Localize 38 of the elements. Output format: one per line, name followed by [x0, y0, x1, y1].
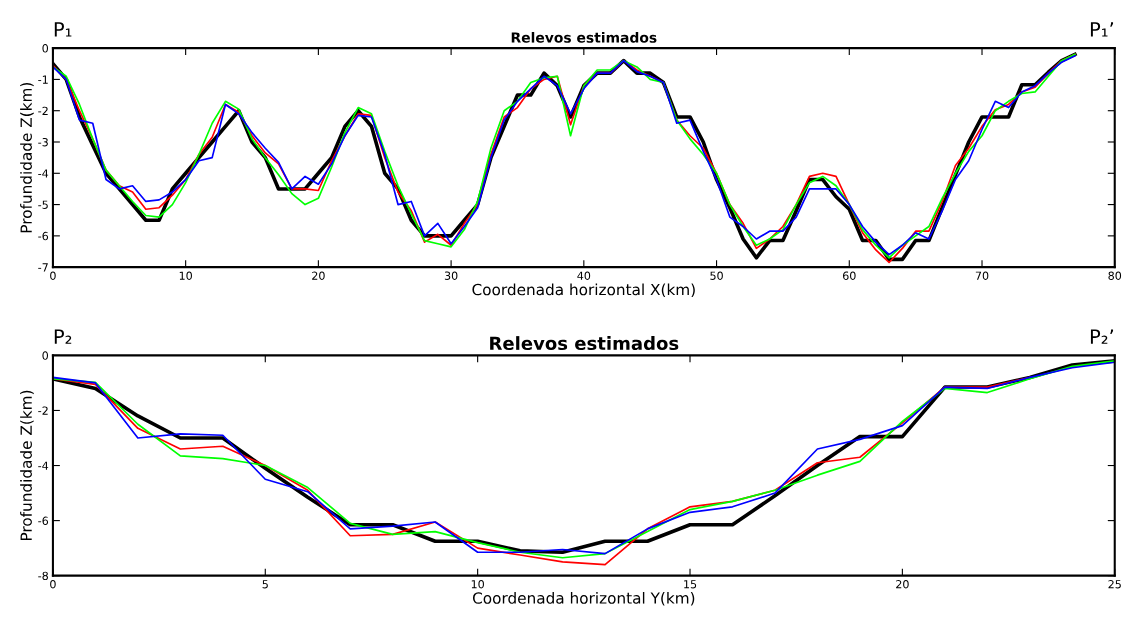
x-tick-label: 5: [262, 580, 268, 589]
y-tick-label: 0: [42, 351, 49, 360]
y-axis-title: Profundidade Z(km): [20, 82, 34, 233]
x-tick-label: 80: [1108, 271, 1122, 280]
y-tick-label: -6: [38, 231, 49, 241]
x-tick-label: 0: [50, 271, 56, 280]
y-tick-label: 0: [42, 44, 49, 53]
text: P₁’: [1090, 22, 1114, 37]
x-tick-label: 0: [50, 580, 56, 589]
x-tick-label: 70: [975, 271, 989, 280]
y-tick-label: -6: [38, 516, 49, 525]
y-tick-label: -7: [38, 263, 48, 272]
y-tick-label: -4: [38, 461, 49, 470]
y-tick-label: -2: [38, 406, 48, 415]
x-tick-label: 30: [444, 271, 458, 280]
text: P₂’: [1090, 329, 1114, 344]
y-tick-label: -1: [38, 75, 48, 84]
x-tick-label: 20: [312, 271, 325, 280]
y-tick-label: -8: [38, 571, 48, 581]
y-tick-label: -4: [38, 169, 49, 178]
x-axis-title: Coordenada horizontal Y(km): [472, 591, 695, 606]
x-axis-title: Coordenada horizontal X(km): [472, 283, 695, 298]
x-tick-label: 10: [179, 271, 192, 280]
y-tick-label: -5: [38, 200, 48, 209]
x-tick-label: 50: [710, 271, 723, 280]
y-tick-label: -2: [38, 106, 48, 115]
y-tick-label: -3: [38, 137, 48, 147]
chart-title: Relevos estimados: [511, 32, 657, 43]
x-tick-label: 25: [1108, 580, 1121, 589]
chart-title: Relevos estimados: [490, 336, 679, 351]
text: P₂: [54, 329, 72, 344]
x-tick-label: 60: [842, 271, 856, 280]
x-tick-label: 40: [577, 271, 591, 280]
x-tick-label: 10: [471, 580, 484, 589]
text: P₁: [54, 22, 72, 37]
x-tick-label: 15: [684, 580, 697, 589]
y-axis-title: Profundidade Z(km): [20, 390, 34, 541]
x-tick-label: 20: [896, 580, 909, 589]
